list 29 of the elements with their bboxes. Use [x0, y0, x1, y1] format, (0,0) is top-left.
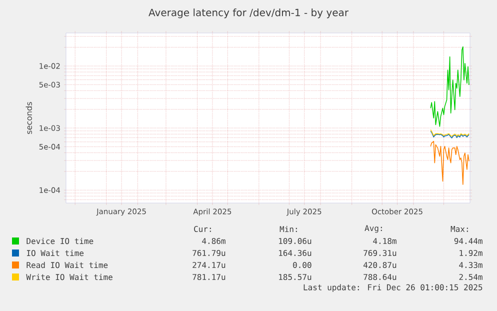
text: 1.92m [460, 250, 482, 256]
text: 4.18m [373, 238, 396, 244]
text: 761.79u [192, 250, 226, 256]
line-series [430, 140, 470, 185]
text: 0.00 [293, 262, 312, 268]
text: Avg: [364, 225, 382, 233]
text: 4.33m [459, 262, 482, 268]
line-series [430, 46, 470, 127]
text: 164.36u [279, 250, 312, 256]
legend-label: Device IO time [26, 238, 94, 244]
text: 781.17u [192, 274, 226, 280]
text: 788.64u [364, 274, 396, 280]
legend-label: Read IO Wait time [26, 262, 108, 268]
text: 94.44m [454, 238, 482, 244]
text: 2.54m [459, 274, 482, 280]
text: 769.31u [364, 250, 396, 256]
text: 420.87u [363, 262, 396, 268]
legend-label: IO Wait time [26, 250, 84, 256]
y-axis-title: seconds [26, 102, 32, 134]
text: Max: [450, 226, 468, 232]
text: Min: [280, 226, 297, 232]
text: 4.86m [202, 238, 226, 244]
text: 274.17u [192, 262, 226, 268]
text: Cur: [194, 226, 211, 232]
legend-label: Write IO Wait time [26, 274, 112, 280]
text: 109.06u [279, 238, 312, 244]
text: 185.57u [279, 274, 312, 280]
text: Last update: Fri Dec 26 01:00:15 2025 [304, 284, 482, 292]
chart-title: Average latency for /dev/dm-1 - by year [148, 8, 349, 18]
